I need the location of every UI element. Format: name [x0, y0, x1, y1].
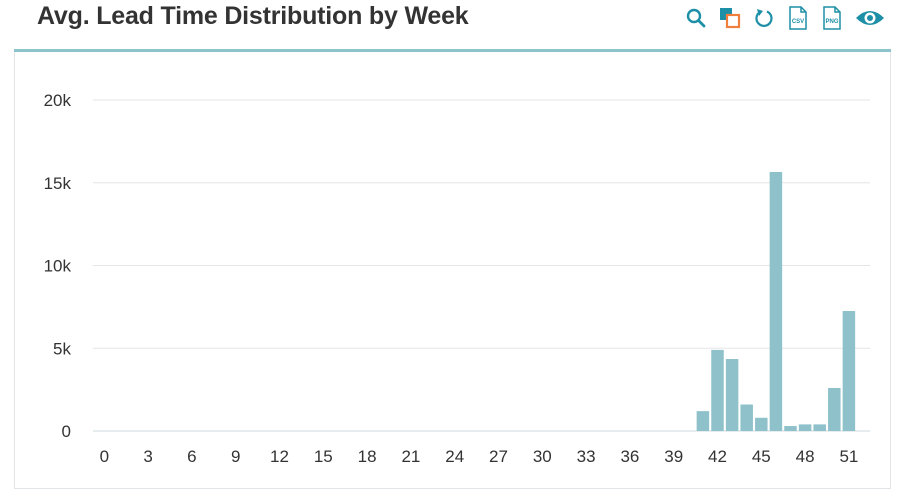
- x-tick-label: 9: [231, 447, 240, 466]
- x-tick-label: 15: [314, 447, 333, 466]
- bar-week-47[interactable]: [784, 426, 797, 431]
- x-tick-label: 27: [489, 447, 508, 466]
- csv-icon-label: CSV: [792, 19, 804, 25]
- refresh-icon[interactable]: [752, 6, 776, 30]
- y-tick-label: 20k: [44, 91, 72, 110]
- bar-week-50[interactable]: [828, 387, 841, 431]
- x-tick-label: 18: [358, 447, 377, 466]
- x-tick-label: 45: [752, 447, 771, 466]
- grid-lines: [93, 99, 870, 432]
- x-tick-label: 24: [445, 447, 464, 466]
- bar-week-42[interactable]: [711, 349, 724, 431]
- bar-week-45[interactable]: [755, 417, 768, 431]
- x-tick-label: 3: [143, 447, 152, 466]
- chart-header: Avg. Lead Time Distribution by Week: [0, 0, 904, 50]
- csv-export-icon[interactable]: CSV: [786, 6, 810, 30]
- search-icon[interactable]: [684, 6, 708, 30]
- x-tick-label: 0: [100, 447, 109, 466]
- y-tick-label: 10k: [44, 257, 72, 276]
- x-tick-label: 48: [796, 447, 815, 466]
- x-tick-label: 21: [401, 447, 420, 466]
- x-tick-label: 36: [620, 447, 639, 466]
- header-divider: [14, 49, 891, 52]
- bars: [696, 171, 856, 431]
- eye-icon[interactable]: [854, 6, 886, 30]
- chart-toolbar: CSV PNG: [684, 6, 886, 30]
- x-tick-label: 6: [187, 447, 196, 466]
- y-tick-label: 0: [62, 422, 71, 441]
- bar-week-43[interactable]: [725, 359, 739, 431]
- x-tick-label: 51: [839, 447, 858, 466]
- x-tick-label: 39: [664, 447, 683, 466]
- png-icon-label: PNG: [825, 19, 838, 25]
- x-tick-label: 30: [533, 447, 552, 466]
- x-tick-label: 12: [270, 447, 289, 466]
- x-tick-label: 33: [577, 447, 596, 466]
- chart-panel: 0 5k 10k 15k 20k 0 3 6 9 12 15 18 21 24 27 30 33 36 39 42 45…: [14, 52, 891, 489]
- copy-icon[interactable]: [718, 6, 742, 30]
- png-export-icon[interactable]: PNG: [820, 6, 844, 30]
- bar-week-41[interactable]: [696, 411, 710, 431]
- bar-week-49[interactable]: [813, 424, 826, 431]
- bar-week-46[interactable]: [769, 171, 783, 431]
- y-tick-label: 5k: [53, 339, 71, 358]
- bar-week-51[interactable]: [842, 311, 856, 431]
- chart-title: Avg. Lead Time Distribution by Week: [37, 2, 469, 30]
- y-tick-label: 15k: [44, 174, 72, 193]
- bar-week-44[interactable]: [740, 404, 753, 431]
- x-tick-label: 42: [708, 447, 727, 466]
- bar-week-48[interactable]: [798, 424, 812, 431]
